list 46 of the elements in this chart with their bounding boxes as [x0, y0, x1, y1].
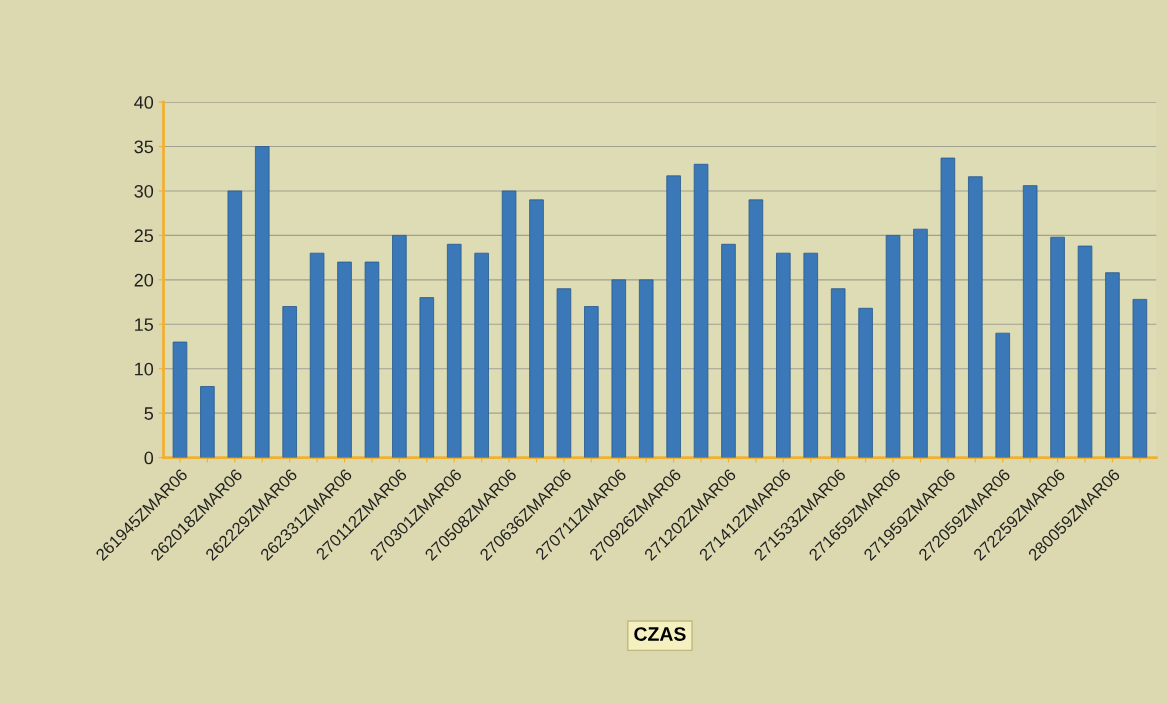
bar: [885, 234, 901, 458]
bar: [337, 261, 352, 458]
bar: [748, 199, 764, 458]
bar: [282, 306, 297, 458]
bar: [309, 252, 325, 458]
bar: [1077, 245, 1093, 458]
bar: [584, 306, 599, 458]
bar: [1050, 236, 1065, 458]
bar: [666, 175, 681, 458]
y-tick-label: 10: [135, 362, 154, 376]
bar: [1022, 185, 1038, 458]
bar: [1105, 272, 1120, 458]
bar: [940, 157, 956, 458]
y-tick-label: 25: [134, 229, 154, 243]
bar: [1132, 298, 1148, 458]
y-tick-label: 15: [135, 318, 154, 331]
y-tick-label: 35: [134, 140, 154, 154]
y-tick-label: 20: [134, 273, 154, 287]
y-tick-label: 0: [144, 451, 154, 465]
bar: [254, 146, 270, 458]
bar: [803, 252, 819, 458]
bar: [419, 297, 435, 458]
bar: [392, 234, 407, 458]
bar: [638, 279, 654, 458]
bar: [556, 288, 572, 458]
y-tick-label: 5: [144, 407, 154, 420]
bar: [501, 190, 517, 458]
bar: [968, 176, 983, 458]
bar: [830, 288, 846, 458]
bar: [913, 228, 928, 458]
x-axis-title: CZAS: [634, 627, 686, 641]
bar: [446, 243, 462, 458]
y-tick-label: 40: [134, 96, 154, 109]
bar: [474, 252, 489, 458]
bar: [858, 307, 873, 458]
bar: [995, 332, 1011, 458]
bar: [611, 279, 627, 458]
bar: [227, 190, 243, 458]
bar: [721, 243, 736, 458]
y-tick-label: 30: [134, 184, 154, 198]
bar: [693, 163, 709, 458]
bar: [172, 341, 188, 458]
bar: [529, 199, 544, 458]
bar: [776, 252, 791, 458]
bar: [364, 261, 380, 458]
bar: [200, 386, 215, 458]
